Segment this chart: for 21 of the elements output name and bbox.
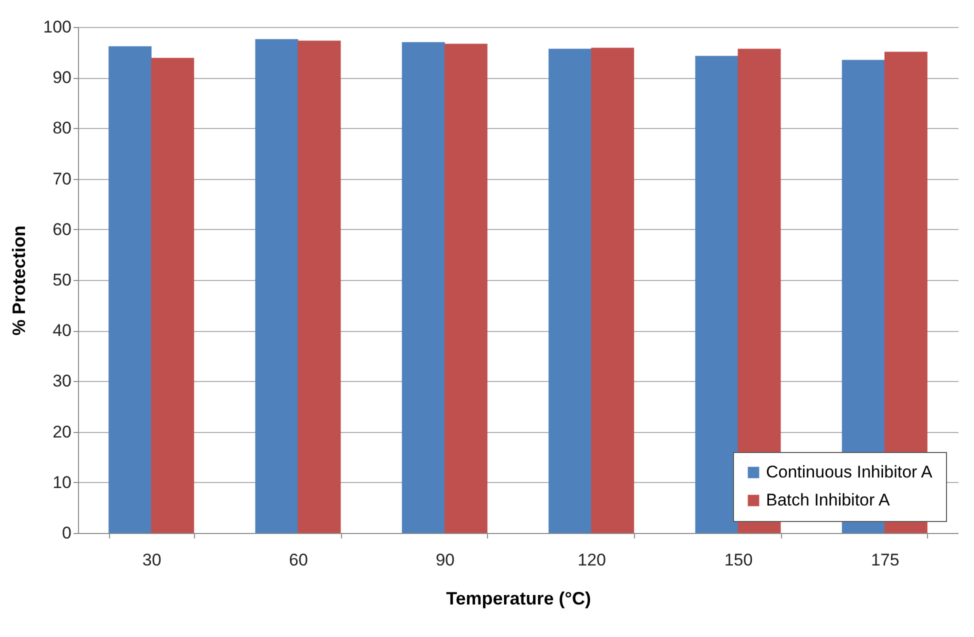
x-tick-label: 175	[870, 550, 900, 570]
x-tick-label: 150	[724, 550, 753, 570]
y-tick-label: 30	[52, 372, 72, 391]
x-tick-label: 90	[436, 550, 455, 570]
x-tick-label: 30	[142, 550, 162, 570]
y-tick-label: 0	[62, 524, 72, 542]
y-tick-label: 70	[52, 169, 72, 188]
y-tick-label: 90	[52, 68, 72, 88]
y-axis-title: % Protection	[9, 225, 30, 336]
legend-label: Batch Inhibitor A	[766, 490, 890, 510]
y-tick-label: 10	[52, 472, 72, 492]
x-axis-title: Temperature (°C)	[446, 588, 591, 608]
x-tick-label: 60	[289, 550, 308, 570]
y-tick-label: 50	[52, 270, 72, 290]
y-tick-label: 40	[52, 321, 72, 340]
y-tick-label: 100	[43, 18, 72, 36]
y-tick-label: 80	[52, 118, 72, 138]
legend-label: Continuous Inhibitor A	[766, 462, 933, 482]
y-tick-label: 60	[52, 220, 72, 239]
y-tick-label: 20	[52, 422, 72, 442]
x-tick-label: 120	[578, 550, 606, 570]
